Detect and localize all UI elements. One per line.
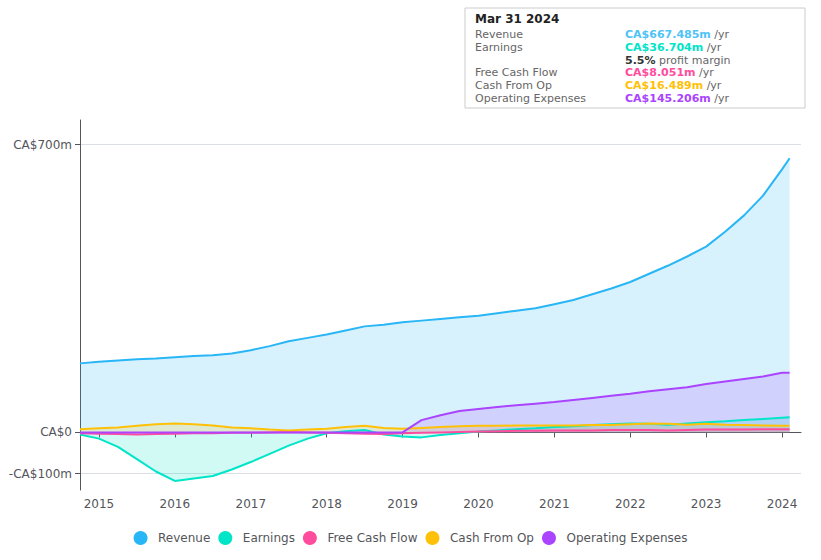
svg-text:Earnings: Earnings <box>243 531 295 545</box>
svg-text:Operating Expenses: Operating Expenses <box>475 92 586 105</box>
svg-text:2016: 2016 <box>160 497 191 511</box>
svg-text:2022: 2022 <box>615 497 646 511</box>
svg-text:Free Cash Flow: Free Cash Flow <box>327 531 417 545</box>
svg-text:Revenue: Revenue <box>158 531 210 545</box>
svg-text:Mar 31 2024: Mar 31 2024 <box>475 12 559 26</box>
svg-text:2024: 2024 <box>767 497 798 511</box>
svg-text:2021: 2021 <box>539 497 570 511</box>
svg-text:CA$145.206m: CA$145.206m <box>625 92 711 105</box>
svg-text:2017: 2017 <box>235 497 266 511</box>
svg-text:Earnings: Earnings <box>475 41 523 54</box>
svg-text:2018: 2018 <box>311 497 342 511</box>
svg-text:Operating Expenses: Operating Expenses <box>566 531 687 545</box>
svg-text:Revenue: Revenue <box>475 28 523 41</box>
svg-text:/yr: /yr <box>714 92 729 105</box>
svg-text:profit margin: profit margin <box>659 54 731 67</box>
svg-text:/yr: /yr <box>699 66 714 79</box>
svg-text:-CA$100m: -CA$100m <box>9 467 72 481</box>
svg-text:Cash From Op: Cash From Op <box>450 531 534 545</box>
svg-text:CA$700m: CA$700m <box>13 138 72 152</box>
svg-text:Cash From Op: Cash From Op <box>475 79 552 92</box>
svg-text:5.5%: 5.5% <box>625 54 656 67</box>
svg-text:CA$36.704m: CA$36.704m <box>625 41 703 54</box>
svg-text:Free Cash Flow: Free Cash Flow <box>475 66 558 79</box>
svg-text:CA$16.489m: CA$16.489m <box>625 79 703 92</box>
svg-text:2023: 2023 <box>691 497 722 511</box>
svg-text:2019: 2019 <box>387 497 418 511</box>
svg-text:CA$667.485m: CA$667.485m <box>625 28 711 41</box>
svg-text:2015: 2015 <box>84 497 115 511</box>
svg-text:/yr: /yr <box>714 28 729 41</box>
svg-text:CA$0: CA$0 <box>40 425 72 439</box>
svg-text:/yr: /yr <box>707 41 722 54</box>
svg-text:2020: 2020 <box>463 497 494 511</box>
svg-text:/yr: /yr <box>707 79 722 92</box>
svg-text:CA$8.051m: CA$8.051m <box>625 66 696 79</box>
